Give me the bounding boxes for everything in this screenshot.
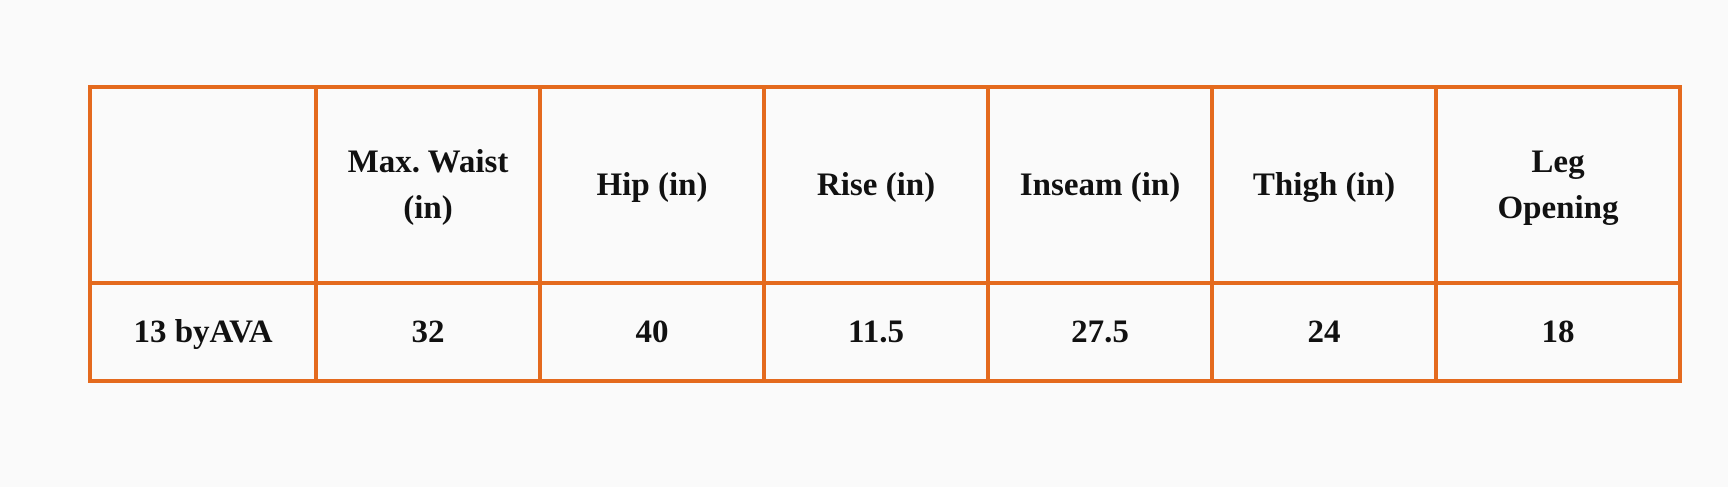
- table-body: 13 byAVA 32 40 11.5 27.5 24 18: [88, 281, 1682, 383]
- row-label: 13 byAVA: [88, 281, 318, 383]
- header-text: Rise (in): [816, 166, 936, 203]
- column-header: Thigh (in): [1210, 85, 1438, 285]
- header-text: Hip (in): [596, 166, 708, 203]
- cell-value: 40: [538, 281, 766, 383]
- corner-cell: [88, 85, 318, 285]
- column-header: Hip (in): [538, 85, 766, 285]
- cell-value: 24: [1210, 281, 1438, 383]
- header-text: Thigh (in): [1252, 166, 1396, 203]
- cell-value: 32: [314, 281, 542, 383]
- header-text: Inseam (in): [1019, 166, 1181, 203]
- header-text: Max. Waist (in): [347, 143, 509, 226]
- column-header: Max. Waist (in): [314, 85, 542, 285]
- header-text: Leg Opening: [1497, 143, 1619, 226]
- size-table: Max. Waist (in) Hip (in) Rise (in) Inseam (…: [88, 85, 1682, 383]
- cell-value: 27.5: [986, 281, 1214, 383]
- column-header: Rise (in): [762, 85, 990, 285]
- cell-value: 11.5: [762, 281, 990, 383]
- column-header: Inseam (in): [986, 85, 1214, 285]
- cell-value: 18: [1434, 281, 1682, 383]
- data-row: 13 byAVA 32 40 11.5 27.5 24 18: [88, 281, 1682, 383]
- column-header: Leg Opening: [1434, 85, 1682, 285]
- header-row: Max. Waist (in) Hip (in) Rise (in) Inseam (…: [88, 85, 1682, 285]
